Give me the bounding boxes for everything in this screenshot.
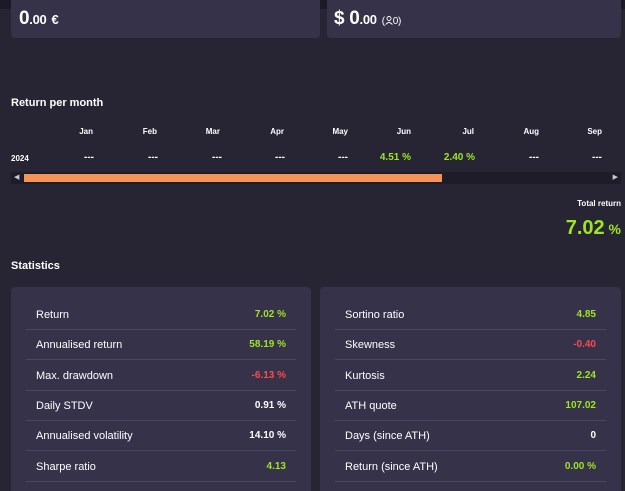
month-header: Jul <box>462 127 474 136</box>
month-header: Mar <box>205 127 220 136</box>
statistics-right-card: Sortino ratio 4.85 Skewness -0.40 Kurtosis 2.… <box>320 287 621 491</box>
month-return-value: --- <box>338 152 348 163</box>
stat-row: Days (since ATH) 0 <box>335 420 606 452</box>
stat-value: 7.02 % <box>254 309 286 320</box>
stat-value: 0 <box>590 430 596 442</box>
month-header: Feb <box>142 127 157 136</box>
month-return-value: --- <box>275 152 285 163</box>
stat-label: ATH quote <box>345 399 397 412</box>
month-header: May <box>332 127 348 136</box>
eur-balance-value: 0.00 € <box>19 8 59 29</box>
stat-label: Sharpe ratio <box>36 460 96 473</box>
chevron-left-icon[interactable]: ◀ <box>14 174 20 181</box>
scrollbar-thumb[interactable] <box>24 174 442 182</box>
month-header: Aug <box>523 127 539 136</box>
statistics-title: Statistics <box>11 260 60 272</box>
month-header: Apr <box>270 127 284 136</box>
usd-balance-value: $ 0.00 (0) <box>334 8 402 29</box>
stat-label: Skewness <box>345 339 396 352</box>
stat-row: Max. drawdown -6.13 % <box>26 360 296 391</box>
stat-row: Daily STDV 0.91 % <box>26 390 296 421</box>
stat-value: 14.10 % <box>249 430 286 442</box>
stat-row: Sharpe ratio 4.13 <box>26 451 296 482</box>
stat-value: -0.40 <box>573 339 596 351</box>
stat-row: Return 7.02 % <box>26 299 296 330</box>
stat-value: 58.19 % <box>249 339 286 351</box>
stat-value: 0.91 % <box>254 399 286 411</box>
stat-value: -6.13 % <box>251 369 286 381</box>
year-label: 2024 <box>11 154 29 163</box>
stat-label: Days (since ATH) <box>345 430 430 443</box>
stat-label: Annualised return <box>36 339 123 352</box>
horizontal-scrollbar[interactable]: ◀ ▶ <box>11 172 621 184</box>
total-return-label: Total return <box>577 199 621 208</box>
stat-value: 4.13 <box>266 460 286 472</box>
stat-row: Sortino ratio 4.85 <box>335 299 606 330</box>
stat-value: 107.02 <box>565 399 596 411</box>
stat-value: 4.85 <box>576 309 596 320</box>
chevron-right-icon[interactable]: ▶ <box>612 174 618 181</box>
month-header: Jun <box>396 127 411 136</box>
stat-row: Annualised volatility 14.10 % <box>26 420 296 452</box>
total-return-value: 7.02 % <box>565 217 621 239</box>
stat-row: Return (since ATH) 0.00 % <box>335 451 606 482</box>
eur-balance-card: 0.00 € <box>11 0 320 38</box>
month-return-value: --- <box>592 152 602 163</box>
stat-row: ATH quote 107.02 <box>335 390 606 421</box>
stat-value: 2.24 <box>576 369 596 381</box>
user-icon <box>384 16 393 25</box>
month-return-value: --- <box>84 152 94 163</box>
stat-label: Return <box>36 309 70 321</box>
stat-row: Kurtosis 2.24 <box>335 360 606 391</box>
stat-value: 0.00 % <box>564 460 596 472</box>
month-return-value: 4.51 % <box>379 152 411 163</box>
stat-label: Kurtosis <box>345 369 385 382</box>
month-header: Sep <box>587 127 602 136</box>
stat-label: Sortino ratio <box>345 309 405 321</box>
stat-label: Daily STDV <box>36 399 93 412</box>
month-return-value: --- <box>148 152 158 163</box>
stat-label: Return (since ATH) <box>345 460 438 473</box>
statistics-left-card: Return 7.02 % Annualised return 58.19 % Max.… <box>11 287 311 491</box>
stat-row: Annualised return 58.19 % <box>26 329 296 361</box>
month-return-value: 2.40 % <box>443 152 475 163</box>
month-return-value: --- <box>529 152 539 163</box>
stat-label: Max. drawdown <box>36 369 114 382</box>
usd-balance-card: $ 0.00 (0) <box>327 0 621 38</box>
stat-label: Annualised volatility <box>36 430 133 443</box>
stat-row: Skewness -0.40 <box>335 329 606 361</box>
month-header: Jan <box>79 127 93 136</box>
month-return-value: --- <box>212 152 222 163</box>
return-per-month-title: Return per month <box>11 97 104 109</box>
